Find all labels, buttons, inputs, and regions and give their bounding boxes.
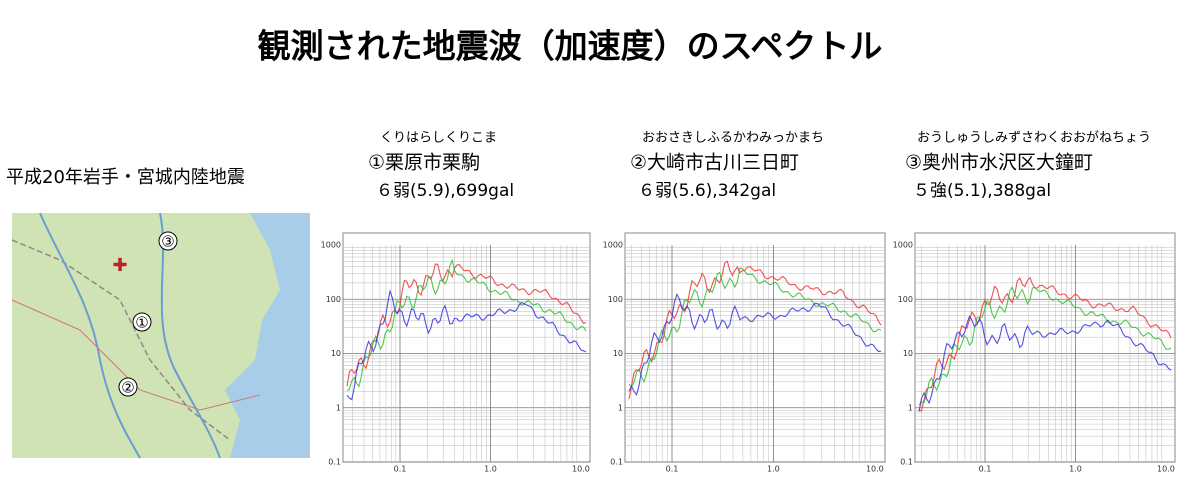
station-reading: おおさきしふるかわみっかまち bbox=[642, 131, 824, 146]
x-tick-label: 1.0 bbox=[767, 465, 780, 474]
y-tick-label: 0.1 bbox=[610, 458, 623, 467]
spectrum-curve bbox=[918, 276, 1172, 412]
y-tick-label: 0.1 bbox=[900, 458, 913, 467]
marker-circle bbox=[132, 312, 152, 332]
x-tick-label: 10.0 bbox=[866, 465, 884, 474]
x-tick-label: 0.1 bbox=[979, 465, 992, 474]
spectrum-curve bbox=[346, 263, 587, 387]
marker-label: ① bbox=[135, 314, 148, 332]
x-tick-label: 10.0 bbox=[1157, 465, 1175, 474]
y-tick-label: 0.1 bbox=[328, 458, 341, 467]
chart-frame bbox=[914, 232, 1176, 463]
y-tick-label: 1000 bbox=[603, 241, 623, 250]
station-intensity: ５強(5.1),388gal bbox=[913, 181, 1051, 201]
station-name: ③奥州市水沢区大鐘町 bbox=[905, 152, 1093, 174]
x-tick-label: 10.0 bbox=[572, 465, 590, 474]
map-river bbox=[159, 212, 221, 459]
spectrum-curve bbox=[628, 260, 882, 400]
y-tick-label: 10 bbox=[903, 349, 913, 358]
map: ✚ ③ ① ② bbox=[11, 212, 310, 459]
y-tick-label: 10 bbox=[613, 349, 623, 358]
station-name: ①栗原市栗駒 bbox=[368, 152, 480, 174]
y-tick-label: 1 bbox=[908, 403, 913, 412]
marker-label: ③ bbox=[161, 233, 174, 251]
x-tick-label: 0.1 bbox=[394, 465, 407, 474]
spectrum-curve bbox=[918, 286, 1172, 406]
y-tick-label: 100 bbox=[898, 295, 913, 304]
title: 観測された地震波（加速度）のスペクトル bbox=[258, 27, 883, 66]
y-tick-label: 1 bbox=[336, 403, 341, 412]
x-tick-label: 1.0 bbox=[484, 465, 497, 474]
marker-circle bbox=[158, 231, 178, 251]
spectrum-curve bbox=[628, 292, 882, 396]
map-road bbox=[11, 299, 261, 411]
y-tick-label: 100 bbox=[608, 295, 623, 304]
station-name: ②大崎市古川三日町 bbox=[630, 152, 799, 174]
map-river bbox=[39, 212, 141, 459]
chart-frame bbox=[624, 232, 886, 463]
station-reading: くりはらしくりこま bbox=[380, 131, 497, 146]
map-sea bbox=[225, 213, 310, 458]
station-reading: おうしゅうしみずさわくおおがねちょう bbox=[917, 131, 1151, 146]
spectrum-curve bbox=[346, 258, 587, 391]
y-tick-label: 1 bbox=[618, 403, 623, 412]
marker-circle bbox=[118, 377, 138, 397]
marker-label: ② bbox=[121, 379, 134, 397]
event-label: 平成20年岩手・宮城内陸地震 bbox=[6, 167, 245, 188]
y-tick-label: 100 bbox=[326, 295, 341, 304]
x-tick-label: 0.1 bbox=[666, 465, 679, 474]
y-tick-label: 1000 bbox=[893, 241, 913, 250]
spectrum-curve bbox=[918, 315, 1172, 412]
x-tick-label: 1.0 bbox=[1069, 465, 1082, 474]
y-tick-label: 1000 bbox=[321, 241, 341, 250]
spectrum-curve bbox=[628, 267, 882, 388]
station-intensity: ６弱(5.6),342gal bbox=[638, 181, 776, 201]
y-tick-label: 10 bbox=[331, 349, 341, 358]
map-border bbox=[11, 239, 231, 441]
station-intensity: ６弱(5.9),699gal bbox=[376, 181, 514, 201]
spectrum-curve bbox=[346, 289, 587, 401]
epicenter: ✚ bbox=[112, 255, 127, 276]
